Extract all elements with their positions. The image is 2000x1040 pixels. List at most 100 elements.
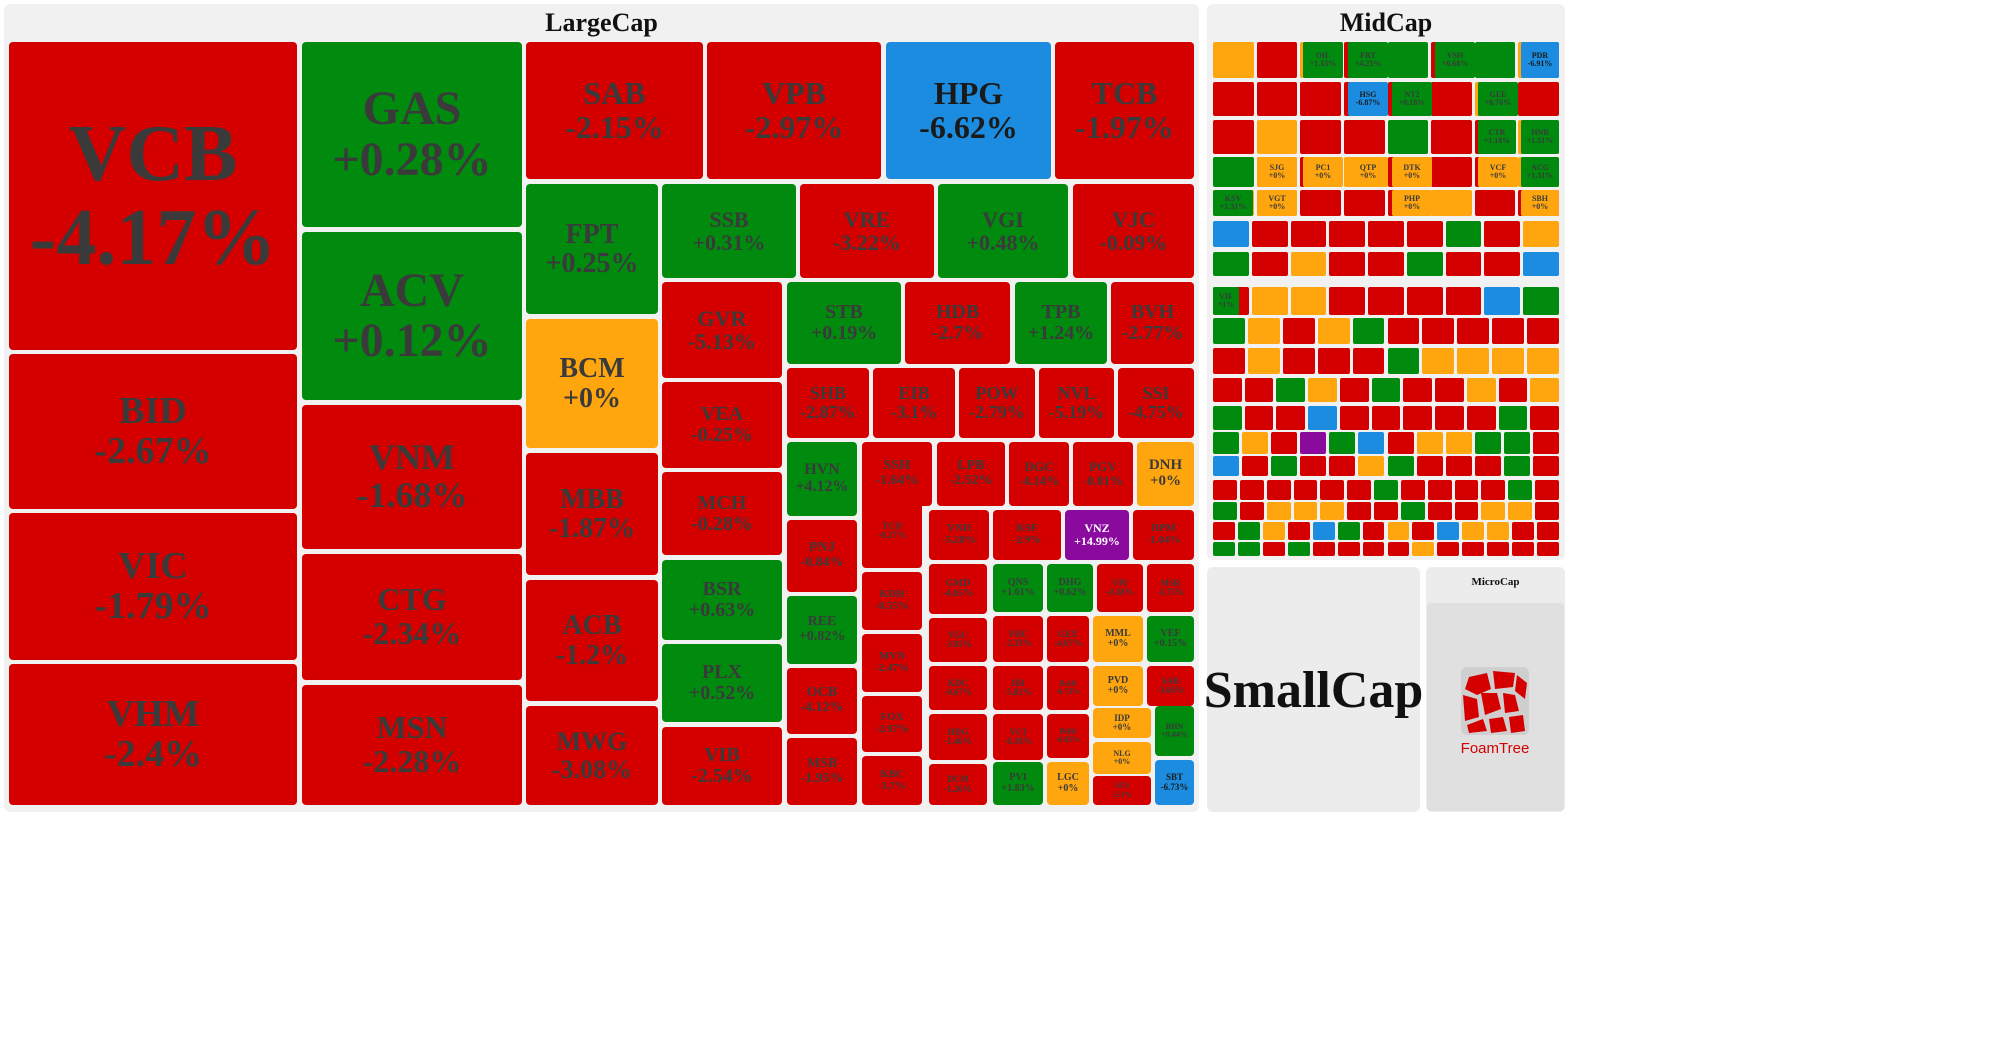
midcap-tile-sjg[interactable]: SJG +0% — [1257, 157, 1297, 187]
midcap-mosaic-tile[interactable] — [1527, 318, 1559, 344]
midcap-mosaic-tile[interactable] — [1237, 522, 1260, 540]
midcap-mosaic-tile[interactable] — [1387, 456, 1414, 476]
midcap-mosaic-tile[interactable] — [1339, 406, 1369, 430]
midcap-mosaic-tile[interactable] — [1239, 480, 1264, 500]
largecap-tile-gas[interactable]: GAS +0.28% — [302, 42, 522, 227]
midcap-mosaic-tile[interactable] — [1387, 318, 1420, 344]
largecap-tile-vcb[interactable]: VCB -4.17% — [9, 42, 297, 350]
midcap-tile-acg[interactable]: ACG +1.31% — [1521, 157, 1559, 187]
midcap-mosaic-tile[interactable] — [1454, 502, 1479, 520]
midcap-mosaic-tile[interactable] — [1256, 82, 1298, 116]
midcap-tile-qtp[interactable]: QTP +0% — [1348, 157, 1388, 187]
midcap-mosaic-tile[interactable] — [1487, 522, 1510, 540]
midcap-mosaic-tile[interactable] — [1431, 82, 1472, 116]
midcap-mosaic-tile[interactable] — [1532, 432, 1559, 454]
midcap-mosaic-tile[interactable] — [1437, 542, 1460, 556]
smallcap-panel[interactable] — [1207, 567, 1420, 812]
largecap-tile-kdh[interactable]: KDH -0.55% — [862, 572, 922, 630]
largecap-tile-vef[interactable]: VEF +0.15% — [1147, 616, 1194, 662]
midcap-mosaic-tile[interactable] — [1406, 221, 1443, 247]
midcap-mosaic-tile[interactable] — [1352, 318, 1385, 344]
midcap-mosaic-tile[interactable] — [1498, 406, 1528, 430]
midcap-mosaic-tile[interactable] — [1242, 432, 1269, 454]
midcap-mosaic-tile[interactable] — [1523, 221, 1559, 247]
midcap-mosaic-tile[interactable] — [1282, 348, 1315, 374]
midcap-mosaic-tile[interactable] — [1290, 252, 1327, 276]
midcap-mosaic-tile[interactable] — [1484, 221, 1521, 247]
midcap-mosaic-tile[interactable] — [1462, 522, 1485, 540]
midcap-mosaic-tile[interactable] — [1266, 480, 1291, 500]
largecap-tile-tcb[interactable]: TCB -1.97% — [1055, 42, 1194, 179]
largecap-tile-hdb[interactable]: HDB -2.7% — [905, 282, 1010, 364]
largecap-tile-hpg[interactable]: HPG -6.62% — [886, 42, 1051, 179]
midcap-mosaic-tile[interactable] — [1247, 348, 1280, 374]
midcap-mosaic-tile[interactable] — [1320, 502, 1345, 520]
midcap-mosaic-tile[interactable] — [1484, 252, 1521, 276]
midcap-mosaic-tile[interactable] — [1431, 190, 1472, 216]
largecap-tile-pnj[interactable]: PNJ -0.84% — [787, 520, 857, 592]
largecap-tile-ssb[interactable]: SSB +0.31% — [662, 184, 796, 278]
largecap-tile-shb[interactable]: SHB -2.87% — [787, 368, 869, 438]
largecap-tile-ksf[interactable]: KSF -2.9% — [993, 510, 1061, 560]
midcap-mosaic-tile[interactable] — [1213, 82, 1254, 116]
midcap-mosaic-tile[interactable] — [1466, 378, 1496, 402]
largecap-tile-mvn[interactable]: MVN -2.47% — [862, 634, 922, 692]
midcap-mosaic-tile[interactable] — [1512, 542, 1535, 556]
largecap-tile-hvn[interactable]: HVN +4.12% — [787, 442, 857, 516]
midcap-tile-frt[interactable]: FRT +4.25% — [1348, 42, 1388, 78]
midcap-mosaic-tile[interactable] — [1320, 480, 1345, 500]
midcap-tile-nt2[interactable]: NT2 +0.18% — [1392, 82, 1432, 116]
midcap-mosaic-tile[interactable] — [1416, 432, 1443, 454]
midcap-mosaic-tile[interactable] — [1300, 190, 1341, 216]
midcap-mosaic-tile[interactable] — [1242, 456, 1269, 476]
largecap-tile-mml[interactable]: MML +0% — [1093, 616, 1143, 662]
midcap-mosaic-tile[interactable] — [1290, 287, 1327, 315]
midcap-mosaic-tile[interactable] — [1287, 542, 1310, 556]
midcap-tile-sbh[interactable]: SBH +0% — [1521, 190, 1559, 216]
midcap-mosaic-tile[interactable] — [1403, 378, 1433, 402]
midcap-mosaic-tile[interactable] — [1266, 502, 1291, 520]
largecap-tile-pow[interactable]: POW -2.79% — [959, 368, 1035, 438]
midcap-mosaic-tile[interactable] — [1239, 502, 1264, 520]
midcap-mosaic-tile[interactable] — [1317, 318, 1350, 344]
midcap-mosaic-tile[interactable] — [1431, 120, 1472, 154]
midcap-mosaic-tile[interactable] — [1213, 406, 1242, 430]
midcap-mosaic-tile[interactable] — [1445, 432, 1472, 454]
midcap-mosaic-tile[interactable] — [1347, 502, 1372, 520]
largecap-tile-pvd[interactable]: PVD +0% — [1093, 666, 1143, 706]
largecap-tile-dnh[interactable]: DNH +0% — [1137, 442, 1194, 506]
midcap-mosaic-tile[interactable] — [1213, 480, 1237, 500]
midcap-mosaic-tile[interactable] — [1251, 252, 1288, 276]
largecap-tile-bcm[interactable]: BCM +0% — [526, 319, 658, 448]
midcap-mosaic-tile[interactable] — [1371, 378, 1401, 402]
midcap-mosaic-tile[interactable] — [1262, 542, 1285, 556]
largecap-tile-nvl[interactable]: NVL -5.19% — [1039, 368, 1114, 438]
midcap-tile-vgt[interactable]: VGT +0% — [1257, 190, 1297, 216]
largecap-tile-vnm[interactable]: VNM -1.68% — [302, 405, 522, 549]
midcap-mosaic-tile[interactable] — [1481, 480, 1506, 500]
midcap-mosaic-tile[interactable] — [1213, 348, 1245, 374]
midcap-mosaic-tile[interactable] — [1213, 456, 1240, 476]
midcap-mosaic-tile[interactable] — [1527, 348, 1559, 374]
largecap-tile-gvr[interactable]: GVR -5.13% — [662, 282, 782, 378]
midcap-mosaic-tile[interactable] — [1343, 120, 1385, 154]
midcap-mosaic-tile[interactable] — [1262, 522, 1285, 540]
largecap-tile-vpb[interactable]: VPB -2.97% — [707, 42, 881, 179]
largecap-tile-idi[interactable]: IDI -5.82% — [993, 666, 1043, 710]
midcap-mosaic-tile[interactable] — [1512, 522, 1535, 540]
midcap-mosaic-tile[interactable] — [1523, 287, 1559, 315]
largecap-tile-ocb[interactable]: OCB -4.12% — [787, 668, 857, 734]
midcap-mosaic-tile[interactable] — [1406, 252, 1443, 276]
midcap-mosaic-tile[interactable] — [1213, 432, 1240, 454]
largecap-tile-bsr[interactable]: BSR +0.63% — [662, 560, 782, 640]
midcap-mosaic-tile[interactable] — [1329, 432, 1356, 454]
midcap-mosaic-tile[interactable] — [1403, 406, 1433, 430]
midcap-tile-dtk[interactable]: DTK +0% — [1392, 157, 1432, 187]
midcap-mosaic-tile[interactable] — [1422, 348, 1455, 374]
largecap-tile-vea[interactable]: VEA -0.25% — [662, 382, 782, 468]
midcap-mosaic-tile[interactable] — [1362, 542, 1385, 556]
largecap-tile-acb[interactable]: ACB -1.2% — [526, 580, 658, 701]
midcap-mosaic-tile[interactable] — [1508, 502, 1533, 520]
midcap-mosaic-tile[interactable] — [1498, 378, 1528, 402]
midcap-mosaic-tile[interactable] — [1213, 378, 1242, 402]
